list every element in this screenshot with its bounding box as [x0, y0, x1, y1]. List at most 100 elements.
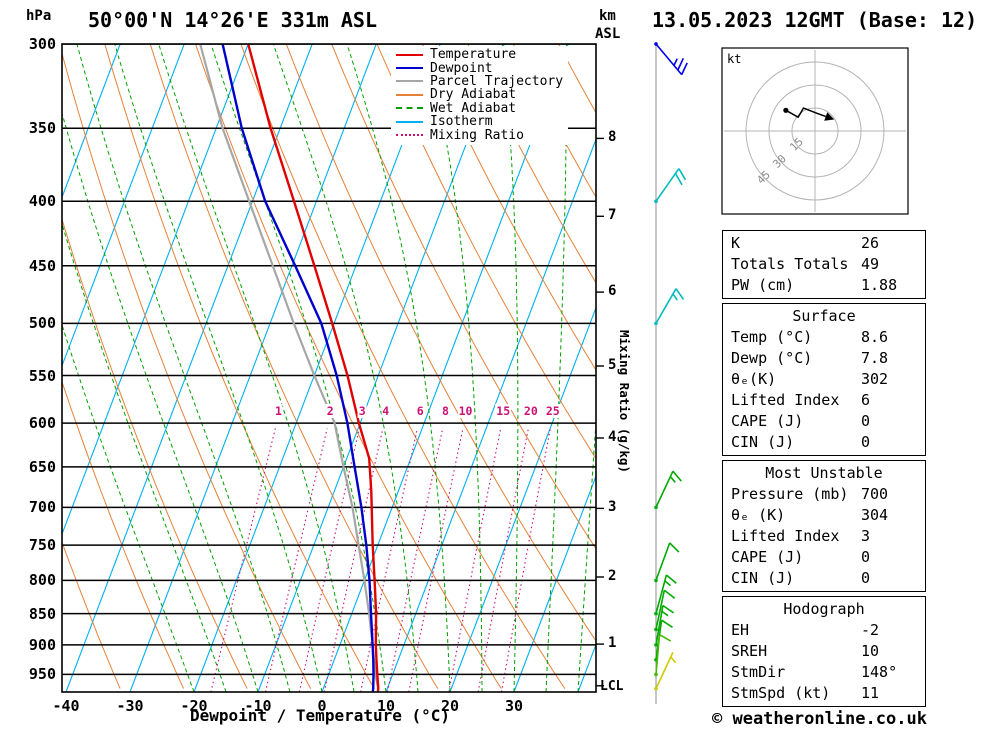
hodograph-unit-label: kt: [727, 52, 742, 66]
mixing-ratio-label: 1: [273, 404, 283, 418]
legend-item: Dry Adiabat: [396, 87, 563, 102]
km-tick-label: 4: [608, 429, 617, 446]
panel-row: PW (cm) 1.88: [731, 275, 917, 296]
km-tick-label: 6: [608, 283, 617, 300]
lcl-label: LCL: [600, 679, 624, 694]
dry-adiabat-line: [376, 44, 596, 460]
panel-row-label: EH: [731, 621, 750, 639]
wet-adiabat-line: [62, 222, 227, 692]
legend-line-sample: [396, 107, 423, 110]
legend-label: Temperature: [430, 47, 517, 63]
panel-row-label: Dewp (°C): [731, 349, 813, 367]
temperature-tick-label: -10: [244, 697, 272, 715]
km-tick-label: 7: [608, 207, 617, 224]
legend-line-sample: [396, 80, 423, 83]
panel-row-label: θₑ(K): [731, 370, 777, 388]
wet-adiabat-line: [545, 44, 567, 692]
pressure-tick-label: 550: [28, 366, 56, 385]
wind-barb: [654, 542, 680, 583]
indices-panel: K 26 Totals Totals 49 PW (cm) 1.88: [722, 230, 926, 299]
panel-row: StmSpd (kt) 11: [731, 683, 917, 704]
km-tick-label: 2: [608, 568, 617, 585]
panel-title: Most Unstable: [765, 464, 883, 482]
km-axis-unit: km: [599, 8, 616, 24]
indices-panel: Hodograph EH -2 SREH 10 StmDir 148° StmSpd (kt)…: [722, 596, 926, 707]
isotherm-line: [65, 44, 313, 692]
dewpoint-curve: [221, 44, 375, 692]
mixing-ratio-label: 25: [544, 404, 561, 418]
panel-row-value: 8.6: [861, 328, 889, 346]
wind-barb: [654, 652, 677, 691]
legend-label: Parcel Trajectory: [430, 73, 564, 89]
panel-row-value: -2: [861, 621, 880, 639]
wind-barb: [654, 168, 687, 204]
wind-barb: [654, 589, 676, 632]
panel-row-value: 6: [861, 391, 871, 409]
panel-row-value: 0: [861, 569, 871, 587]
panel-row-value: 302: [861, 370, 889, 388]
mixing-ratio-line: [210, 428, 276, 692]
indices-panel: Most Unstable Pressure (mb) 700 θₑ (K) 304 Li…: [722, 460, 926, 592]
legend-line-sample: [396, 53, 423, 56]
panel-row-label: PW (cm): [731, 276, 795, 294]
mixing-ratio-label: 20: [522, 404, 539, 418]
panel-row-label: θₑ (K): [731, 506, 786, 524]
hodograph-ring: [745, 61, 885, 201]
panel-row-value: 10: [861, 642, 880, 660]
panel-row-value: 26: [861, 234, 880, 252]
hodograph-arrow: [824, 112, 835, 121]
panel-title: Surface: [792, 307, 856, 325]
legend-label: Isotherm: [430, 114, 493, 130]
pressure-tick-label: 600: [28, 414, 56, 433]
wind-barb: [654, 574, 677, 616]
isotherm-line: [129, 44, 377, 692]
panel-row-value: 148°: [861, 663, 898, 681]
panel-title: Hodograph: [783, 600, 865, 618]
panel-row: Pressure (mb) 700: [731, 484, 917, 505]
temperature-curve: [247, 44, 380, 692]
mixing-ratio-line: [360, 428, 418, 692]
pressure-tick-label: 450: [28, 256, 56, 275]
wet-adiabat-line: [62, 111, 259, 692]
isotherm-line: [257, 44, 505, 692]
isotherm-line: [193, 44, 441, 692]
pressure-tick-label: 750: [28, 536, 56, 555]
plot-area: [62, 44, 596, 692]
station-title: 50°00'N 14°26'E 331m ASL: [88, 8, 377, 32]
dry-adiabat-line: [149, 44, 439, 689]
km-tick-label: 8: [608, 129, 617, 146]
temperature-tick-label: 30: [504, 697, 524, 715]
panel-row: EH -2: [731, 620, 917, 641]
panel-row-value: 304: [861, 506, 889, 524]
mixing-ratio-line: [448, 428, 502, 692]
dry-adiabat-line: [240, 44, 566, 689]
wind-barb: [654, 288, 685, 326]
mixing-ratio-label: 4: [381, 404, 391, 418]
copyright: © weatheronline.co.uk: [712, 709, 927, 729]
panel-row-label: StmSpd (kt): [731, 684, 831, 702]
indices-panel: Surface Temp (°C) 8.6 Dewp (°C) 7.8 θₑ(K) 302 L…: [722, 303, 926, 456]
mixing-ratio-label: 8: [440, 404, 450, 418]
panel-row: CAPE (J) 0: [731, 547, 917, 568]
panel-row: K 26: [731, 233, 917, 254]
panel-row: CIN (J) 0: [731, 568, 917, 589]
panel-row-value: 700: [861, 485, 889, 503]
wind-barb: [654, 604, 675, 647]
panel-row-value: 11: [861, 684, 880, 702]
dry-adiabat-line: [104, 44, 375, 689]
panel-row: θₑ(K) 302: [731, 369, 917, 390]
mixing-ratio-line: [477, 428, 529, 692]
mixing-ratio-line: [264, 428, 328, 692]
panel-row: StmDir 148°: [731, 662, 917, 683]
x-axis-title: Dewpoint / Temperature (°C): [189, 706, 451, 725]
wet-adiabat-line: [346, 44, 451, 692]
mixing-ratio-label: 2: [325, 404, 335, 418]
wet-adiabat-line: [577, 414, 596, 692]
panel-row: Totals Totals 49: [731, 254, 917, 275]
wet-adiabat-line: [210, 44, 387, 692]
pressure-tick-label: 900: [28, 635, 56, 654]
mixing-ratio-line: [500, 428, 551, 692]
isotherm-line: [62, 44, 249, 536]
mixing-ratio-label: 10: [457, 404, 474, 418]
pressure-tick-label: 800: [28, 571, 56, 590]
